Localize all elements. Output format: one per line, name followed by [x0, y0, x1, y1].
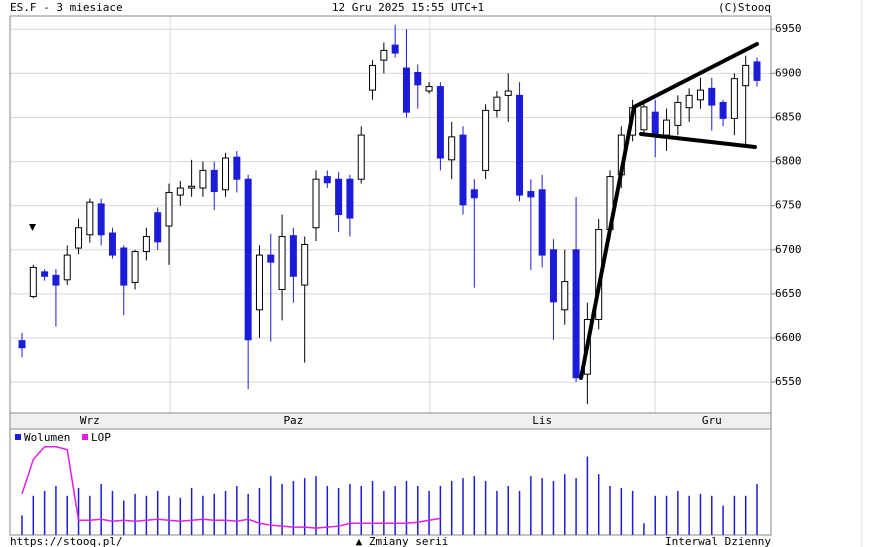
candle-body — [696, 89, 704, 101]
candle-body — [120, 247, 128, 286]
candle-body — [86, 201, 94, 236]
candle-body — [504, 90, 512, 96]
signal-marker — [29, 224, 36, 231]
x-tick-label: Paz — [283, 414, 303, 427]
candle-body — [199, 169, 207, 189]
candle-body — [459, 134, 467, 206]
candle-body — [391, 44, 399, 54]
footer-left: https://stooq.pl/ — [10, 535, 123, 547]
y-tick-label: 6800 — [775, 155, 802, 168]
candle-body — [369, 64, 377, 91]
volume-frame — [9, 428, 772, 536]
candle-body — [323, 176, 331, 184]
candle-body — [75, 227, 83, 249]
candle-body — [312, 178, 320, 229]
candle-body — [414, 71, 422, 86]
y-tick-label: 6650 — [775, 287, 802, 300]
candle-body — [357, 134, 365, 180]
candle-body — [41, 271, 49, 277]
candle-body — [742, 64, 750, 87]
time-axis-strip — [9, 412, 772, 430]
x-tick-label: Gru — [702, 414, 722, 427]
candle-body — [730, 78, 738, 119]
candle-body — [482, 109, 490, 171]
candle-body — [52, 274, 60, 286]
trend-annotation — [639, 132, 757, 149]
candle-body — [448, 136, 456, 161]
candle-body — [301, 243, 309, 286]
candle-body — [278, 236, 286, 290]
candle-body — [708, 87, 716, 106]
candle-body — [176, 187, 184, 196]
candle-body — [165, 191, 173, 227]
y-tick-label: 6550 — [775, 375, 802, 388]
candle-body — [346, 178, 354, 219]
candle-body — [516, 94, 524, 196]
lop-line — [21, 445, 441, 529]
candle-body — [154, 212, 162, 243]
candle-body — [640, 106, 648, 131]
x-tick-label: Lis — [532, 414, 552, 427]
footer-right: Interwal Dzienny — [665, 535, 771, 547]
y-tick-label: 6600 — [775, 331, 802, 344]
candle-body — [18, 340, 26, 349]
candle-body — [222, 157, 230, 191]
x-tick-label: Wrz — [80, 414, 100, 427]
candle-body — [29, 266, 37, 298]
legend-label: LOP — [91, 431, 111, 444]
legend-swatch — [82, 434, 88, 440]
legend-swatch — [15, 434, 21, 440]
candle-body — [425, 86, 433, 92]
candle-body — [335, 178, 343, 215]
candle-body — [289, 235, 297, 277]
header-left: ES.F - 3 miesiace — [10, 1, 123, 14]
candle-body — [685, 94, 693, 109]
candle-body — [663, 119, 671, 136]
candle-body — [108, 232, 116, 256]
marks: 6550 6600 6650 6700 6750 6800 6850 6900 6950 Wrz P… — [18, 22, 802, 535]
candle-body — [267, 254, 275, 263]
y-tick-label: 6750 — [775, 199, 802, 212]
header-right: (C)Stooq — [718, 1, 771, 14]
candle-body — [651, 111, 659, 136]
candle-body — [572, 249, 580, 379]
candle-body — [244, 178, 252, 341]
candle-body — [549, 249, 557, 303]
candle-body — [538, 189, 546, 256]
footer-center: ▲ Zmiany serii — [356, 535, 449, 547]
candle-body — [470, 189, 478, 199]
candle-body — [674, 101, 682, 126]
candle-body — [210, 169, 218, 193]
candle-body — [142, 236, 150, 253]
candle-body — [131, 251, 139, 283]
candle-body — [436, 86, 444, 159]
candle-body — [493, 96, 501, 111]
candle-body — [561, 281, 569, 311]
legend-label: Wolumen — [24, 431, 70, 444]
candle-body — [188, 185, 196, 189]
y-tick-label: 6700 — [775, 243, 802, 256]
trend-annotation — [579, 42, 759, 380]
candle-body — [63, 254, 71, 281]
candle-body — [719, 101, 727, 119]
y-tick-label: 6850 — [775, 110, 802, 123]
header-center: 12 Gru 2025 15:55 UTC+1 — [332, 1, 484, 14]
candle-body — [255, 254, 263, 311]
candle-body — [97, 203, 105, 236]
candle-body — [402, 67, 410, 113]
candle-body — [753, 61, 761, 81]
candle-body — [380, 49, 388, 61]
y-tick-label: 6950 — [775, 22, 802, 35]
candle-body — [233, 156, 241, 180]
candle-body — [527, 191, 535, 198]
y-tick-label: 6900 — [775, 66, 802, 79]
